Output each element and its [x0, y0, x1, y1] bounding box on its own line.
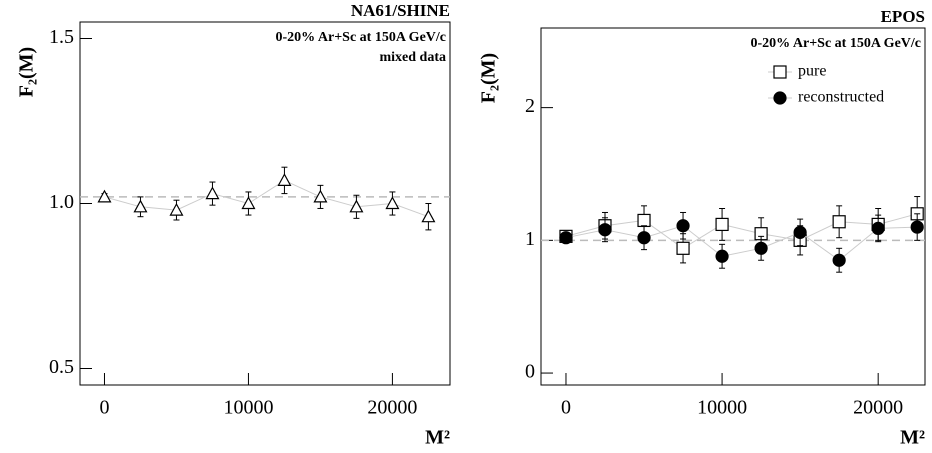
marker — [637, 213, 651, 228]
x-tick-label: 0 — [99, 397, 109, 419]
marker — [313, 189, 328, 203]
marker — [793, 225, 807, 239]
marker — [349, 199, 364, 213]
marker — [277, 173, 292, 186]
legend-label: reconstructed — [798, 89, 884, 106]
annotation: mixed data — [380, 50, 447, 65]
marker — [832, 215, 846, 229]
x-tick-label: 20000 — [853, 397, 903, 419]
x-tick-label: 10000 — [223, 397, 273, 419]
y-tick-label: 1.5 — [49, 26, 74, 48]
y-tick-label: 2 — [525, 95, 535, 117]
x-axis-label: M² — [900, 427, 925, 449]
x-tick-label: 0 — [561, 397, 571, 419]
marker — [559, 231, 573, 245]
y-tick-label: 1.0 — [49, 191, 74, 213]
series-line — [565, 225, 918, 261]
x-tick-label: 20000 — [367, 397, 417, 419]
legend-label: pure — [798, 63, 826, 80]
y-tick-label: 0.5 — [49, 356, 74, 378]
annotation: 0-20% Ar+Sc at 150A GeV/c — [750, 36, 921, 51]
marker — [241, 196, 256, 210]
marker — [421, 209, 436, 223]
y-tick-label: 1 — [525, 228, 535, 250]
marker — [754, 241, 768, 255]
marker — [715, 249, 729, 263]
marker — [205, 186, 220, 200]
y-axis-label: F₂(M) — [478, 53, 500, 103]
marker — [910, 220, 924, 234]
marker — [676, 219, 690, 233]
legend-marker — [773, 65, 787, 79]
x-axis-label: M² — [425, 427, 450, 449]
marker — [169, 202, 184, 216]
series-line — [565, 213, 918, 249]
y-axis-label: F₂(M) — [16, 47, 38, 97]
legend-marker — [773, 91, 787, 105]
marker — [637, 231, 651, 245]
marker — [598, 223, 612, 237]
marker — [871, 221, 885, 235]
x-tick-label: 10000 — [697, 397, 747, 419]
marker — [832, 253, 846, 267]
plot-frame — [540, 27, 926, 386]
marker — [97, 189, 112, 203]
marker — [676, 241, 690, 255]
series-line — [104, 179, 429, 218]
marker — [133, 199, 148, 213]
marker — [385, 196, 400, 210]
marker — [715, 217, 729, 232]
y-tick-label: 0 — [525, 361, 535, 383]
annotation: 0-20% Ar+Sc at 150A GeV/c — [275, 30, 446, 45]
chart-title: NA61/SHINE — [351, 1, 450, 20]
chart-title: EPOS — [881, 7, 925, 26]
